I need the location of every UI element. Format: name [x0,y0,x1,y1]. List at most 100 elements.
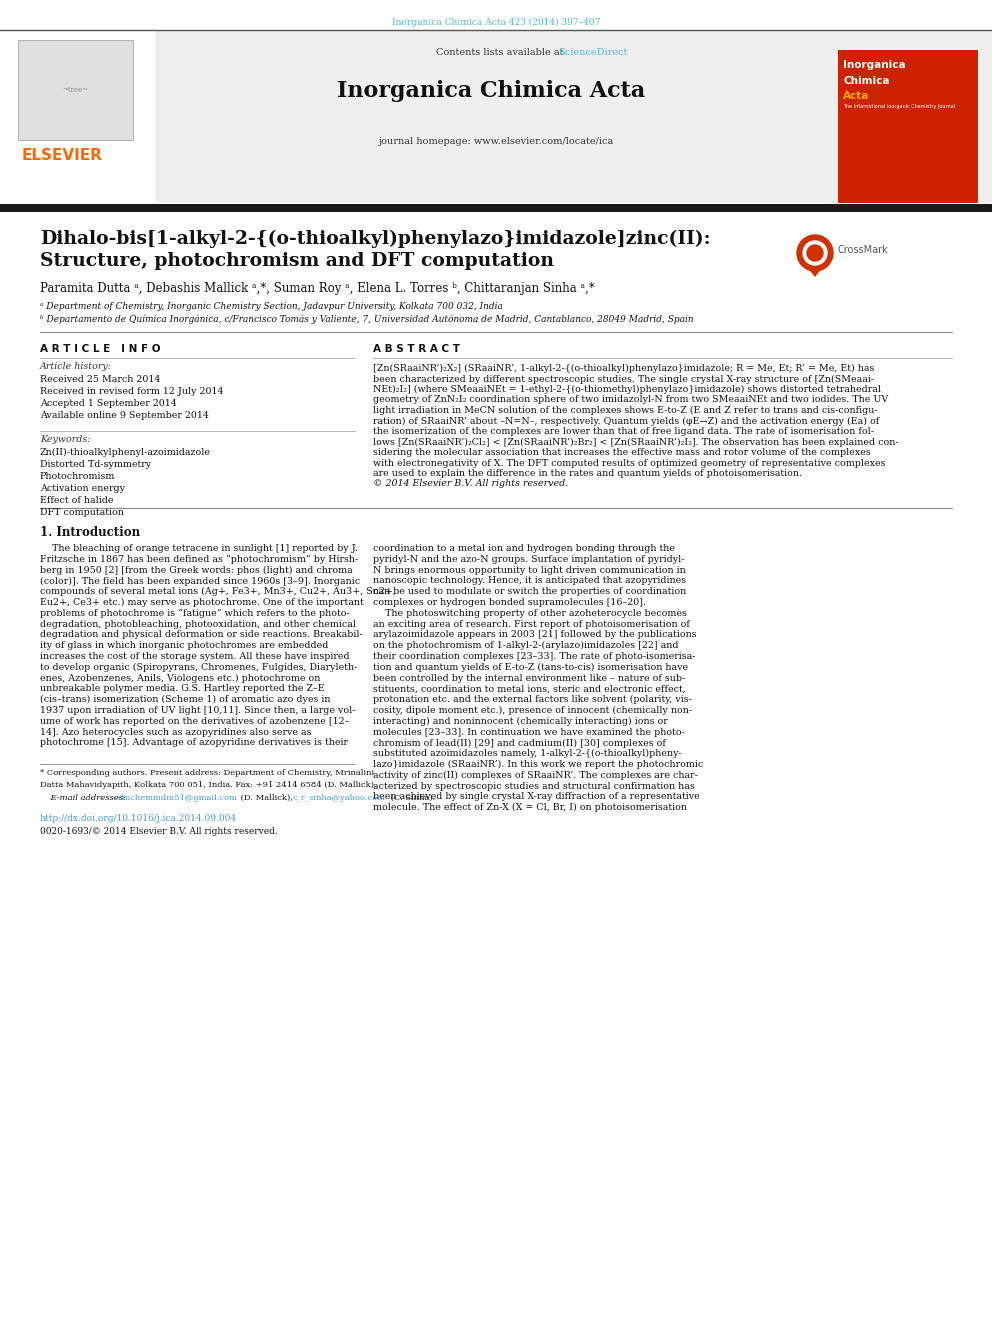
Text: complexes or hydrogen bonded supramolecules [16–20].: complexes or hydrogen bonded supramolecu… [373,598,646,607]
Text: c_r_sinha@yahoo.com: c_r_sinha@yahoo.com [293,794,386,802]
Text: berg in 1950 [2] [from the Greek words: phos (light) and chroma: berg in 1950 [2] [from the Greek words: … [40,566,353,574]
Text: geometry of ZnN₂I₂ coordination sphere of two imidazolyl-N from two SMeaaiNEt an: geometry of ZnN₂I₂ coordination sphere o… [373,396,888,405]
Text: Paramita Dutta ᵃ, Debashis Mallick ᵃ,*, Suman Roy ᵃ, Elena L. Torres ᵇ, Chittara: Paramita Dutta ᵃ, Debashis Mallick ᵃ,*, … [40,282,595,295]
Text: Zn(II)-thioalkylphenyl-azoimidazole: Zn(II)-thioalkylphenyl-azoimidazole [40,448,211,458]
Text: Activation energy: Activation energy [40,484,125,493]
Text: (C. Sinha).: (C. Sinha). [388,794,435,802]
Text: Article history:: Article history: [40,363,112,370]
Text: Effect of halide: Effect of halide [40,496,113,505]
Text: (color)]. The field has been expanded since 1960s [3–9]. Inorganic: (color)]. The field has been expanded si… [40,577,360,586]
Text: ᵃ Department of Chemistry, Inorganic Chemistry Section, Jadavpur University, Kol: ᵃ Department of Chemistry, Inorganic Che… [40,302,503,311]
Text: Available online 9 September 2014: Available online 9 September 2014 [40,411,209,419]
Text: [Zn(SRaaiNR’)₂X₂] (SRaaiNR’, 1-alkyl-2-{(o-thioalkyl)phenylazo}imidazole; R = Me: [Zn(SRaaiNR’)₂X₂] (SRaaiNR’, 1-alkyl-2-{… [373,364,874,373]
Text: lows [Zn(SRaaiNR’)₂Cl₂] < [Zn(SRaaiNR’)₂Br₂] < [Zn(SRaaiNR’)₂I₂]. The observatio: lows [Zn(SRaaiNR’)₂Cl₂] < [Zn(SRaaiNR’)₂… [373,438,899,447]
Text: nanoscopic technology. Hence, it is anticipated that azopyridines: nanoscopic technology. Hence, it is anti… [373,577,686,585]
Text: enes, Azobenzenes, Anils, Viologens etc.) photochrome on: enes, Azobenzenes, Anils, Viologens etc.… [40,673,320,683]
Text: stituents, coordination to metal ions, steric and electronic effect,: stituents, coordination to metal ions, s… [373,684,685,693]
Text: Inorganica Chimica Acta 423 (2014) 397–407: Inorganica Chimica Acta 423 (2014) 397–4… [392,19,600,28]
Text: molecules [23–33]. In continuation we have examined the photo-: molecules [23–33]. In continuation we ha… [373,728,684,737]
Circle shape [797,235,833,271]
Text: Contents lists available at: Contents lists available at [436,48,566,57]
Text: The bleaching of orange tetracene in sunlight [1] reported by J.: The bleaching of orange tetracene in sun… [40,544,358,553]
Text: The International Inorganic Chemistry Journal: The International Inorganic Chemistry Jo… [843,105,955,108]
Text: Inorganica: Inorganica [843,60,906,70]
Bar [838,50,978,202]
Text: ume of work has reported on the derivatives of azobenzene [12–: ume of work has reported on the derivati… [40,717,349,726]
Text: Received 25 March 2014: Received 25 March 2014 [40,374,161,384]
Text: been achieved by single crystal X-ray diffraction of a representative: been achieved by single crystal X-ray di… [373,792,699,802]
Text: dmchemmdm51@gmail.com: dmchemmdm51@gmail.com [118,794,238,802]
Text: substituted azoimidazoles namely, 1-alkyl-2-{(o-thioalkyl)pheny-: substituted azoimidazoles namely, 1-alky… [373,749,682,758]
Text: ~tree~: ~tree~ [62,86,88,94]
Text: molecule. The effect of Zn-X (X = Cl, Br, I) on photoisomerisation: molecule. The effect of Zn-X (X = Cl, Br… [373,803,687,812]
Text: compounds of several metal ions (Ag+, Fe3+, Mn3+, Cu2+, Au3+, Sn2+,: compounds of several metal ions (Ag+, Fe… [40,587,396,597]
Text: 1. Introduction: 1. Introduction [40,527,140,538]
Text: their coordination complexes [23–33]. The rate of photo-isomerisa-: their coordination complexes [23–33]. Th… [373,652,695,662]
Text: are used to explain the difference in the rates and quantum yields of photoisome: are used to explain the difference in th… [373,468,802,478]
Text: degradation and physical deformation or side reactions. Breakabil-: degradation and physical deformation or … [40,630,363,639]
Text: pyridyl-N and the azo-N groups. Surface implantation of pyridyl-: pyridyl-N and the azo-N groups. Surface … [373,554,684,564]
Text: * Corresponding authors. Present address: Department of Chemistry, Mrinalini: * Corresponding authors. Present address… [40,769,374,777]
Text: been controlled by the internal environment like – nature of sub-: been controlled by the internal environm… [373,673,685,683]
Text: with electronegativity of X. The DFT computed results of optimized geometry of r: with electronegativity of X. The DFT com… [373,459,886,467]
Text: lazo}imidazole (SRaaiNR’). In this work we report the photochromic: lazo}imidazole (SRaaiNR’). In this work … [373,759,703,769]
Text: 1937 upon irradiation of UV light [10,11]. Since then, a large vol-: 1937 upon irradiation of UV light [10,11… [40,706,355,714]
Text: 0020-1693/© 2014 Elsevier B.V. All rights reserved.: 0020-1693/© 2014 Elsevier B.V. All right… [40,827,278,836]
Text: DFT computation: DFT computation [40,508,124,517]
Text: photochrome [15]. Advantage of azopyridine derivatives is their: photochrome [15]. Advantage of azopyridi… [40,738,348,747]
Text: ᵇ Departamento de Química Inorgánica, c/Francisco Tomás y Valiente, 7, Universid: ᵇ Departamento de Química Inorgánica, c/… [40,315,693,324]
Text: an exciting area of research. First report of photoisomerisation of: an exciting area of research. First repo… [373,619,689,628]
Text: activity of zinc(II) complexes of SRaaiNR’. The complexes are char-: activity of zinc(II) complexes of SRaaiN… [373,771,698,781]
Text: Accepted 1 September 2014: Accepted 1 September 2014 [40,400,177,407]
Text: E-mail addresses:: E-mail addresses: [40,794,129,802]
Text: (cis–trans) isomerization (Scheme 1) of aromatic azo dyes in: (cis–trans) isomerization (Scheme 1) of … [40,695,330,704]
Text: problems of photochrome is “fatigue” which refers to the photo-: problems of photochrome is “fatigue” whi… [40,609,350,618]
Text: on the photochromism of 1-alkyl-2-(arylazo)imidazoles [22] and: on the photochromism of 1-alkyl-2-(aryla… [373,642,679,651]
Text: protonation etc. and the external factors like solvent (polarity, vis-: protonation etc. and the external factor… [373,695,691,704]
Text: Photochromism: Photochromism [40,472,115,482]
Text: the isomerization of the complexes are lower than that of free ligand data. The : the isomerization of the complexes are l… [373,427,874,437]
Text: (D. Mallick),: (D. Mallick), [238,794,296,802]
Bar [0,30,992,202]
Text: ScienceDirect: ScienceDirect [558,48,628,57]
Text: to develop organic (Spiropyrans, Chromenes, Fulgides, Diaryleth-: to develop organic (Spiropyrans, Chromen… [40,663,357,672]
Text: N brings enormous opportunity to light driven communication in: N brings enormous opportunity to light d… [373,566,685,574]
Text: tion and quantum yields of E-to-Z (tans-to-cis) isomerisation have: tion and quantum yields of E-to-Z (tans-… [373,663,688,672]
Text: light irradiation in MeCN solution of the complexes shows E-to-Z (E and Z refer : light irradiation in MeCN solution of th… [373,406,878,415]
Text: acterized by spectroscopic studies and structural confirmation has: acterized by spectroscopic studies and s… [373,782,694,791]
Text: Received in revised form 12 July 2014: Received in revised form 12 July 2014 [40,388,223,396]
Text: Keywords:: Keywords: [40,435,90,445]
Text: degradation, photobleaching, photooxidation, and other chemical: degradation, photobleaching, photooxidat… [40,619,356,628]
Text: chromism of lead(II) [29] and cadmium(II) [30] complexes of: chromism of lead(II) [29] and cadmium(II… [373,738,666,747]
Text: cosity, dipole moment etc.), presence of innocent (chemically non-: cosity, dipole moment etc.), presence of… [373,706,692,716]
Text: © 2014 Elsevier B.V. All rights reserved.: © 2014 Elsevier B.V. All rights reserved… [373,479,568,488]
Text: sidering the molecular association that increases the effective mass and rotor v: sidering the molecular association that … [373,448,871,456]
Text: Distorted Td-symmetry: Distorted Td-symmetry [40,460,151,468]
Text: ration) of SRaaiNR’ about –N=N–, respectively. Quantum yields (φE→Z) and the act: ration) of SRaaiNR’ about –N=N–, respect… [373,417,879,426]
Text: Chimica: Chimica [843,75,890,86]
Text: Acta: Acta [843,91,869,101]
Bar [18,40,133,140]
Text: Fritzsche in 1867 has been defined as “photochromism” by Hirsh-: Fritzsche in 1867 has been defined as “p… [40,554,358,564]
Text: Inorganica Chimica Acta: Inorganica Chimica Acta [337,79,645,102]
Bar [0,204,992,212]
Text: journal homepage: www.elsevier.com/locate/ica: journal homepage: www.elsevier.com/locat… [378,138,614,146]
Text: increases the cost of the storage system. All these have inspired: increases the cost of the storage system… [40,652,349,662]
Text: The photoswitching property of other azoheterocycle becomes: The photoswitching property of other azo… [373,609,686,618]
Text: ELSEVIER: ELSEVIER [22,148,103,163]
Circle shape [803,241,827,265]
Text: Eu2+, Ce3+ etc.) may serve as photochrome. One of the important: Eu2+, Ce3+ etc.) may serve as photochrom… [40,598,364,607]
Text: coordination to a metal ion and hydrogen bonding through the: coordination to a metal ion and hydrogen… [373,544,675,553]
Bar [0,30,155,202]
Text: arylazoimidazole appears in 2003 [21] followed by the publications: arylazoimidazole appears in 2003 [21] fo… [373,630,696,639]
Text: can be used to modulate or switch the properties of coordination: can be used to modulate or switch the pr… [373,587,686,597]
Text: Dihalo-bis[1-alkyl-2-{(o-thioalkyl)phenylazo}imidazole]zinc(II):: Dihalo-bis[1-alkyl-2-{(o-thioalkyl)pheny… [40,230,710,249]
Text: http://dx.doi.org/10.1016/j.ica.2014.09.004: http://dx.doi.org/10.1016/j.ica.2014.09.… [40,814,237,823]
Text: CrossMark: CrossMark [837,245,888,255]
Text: A R T I C L E   I N F O: A R T I C L E I N F O [40,344,161,355]
Text: Datta Mahavidyapith, Kolkata 700 051, India. Fax: +91 2414 6584 (D. Mallick).: Datta Mahavidyapith, Kolkata 700 051, In… [40,781,377,790]
Text: been characterized by different spectroscopic studies. The single crystal X-ray : been characterized by different spectros… [373,374,874,384]
Text: A B S T R A C T: A B S T R A C T [373,344,460,355]
Text: ity of glass in which inorganic photochromes are embedded: ity of glass in which inorganic photochr… [40,642,328,650]
Text: unbreakable polymer media. G.S. Hartley reported the Z–E: unbreakable polymer media. G.S. Hartley … [40,684,324,693]
